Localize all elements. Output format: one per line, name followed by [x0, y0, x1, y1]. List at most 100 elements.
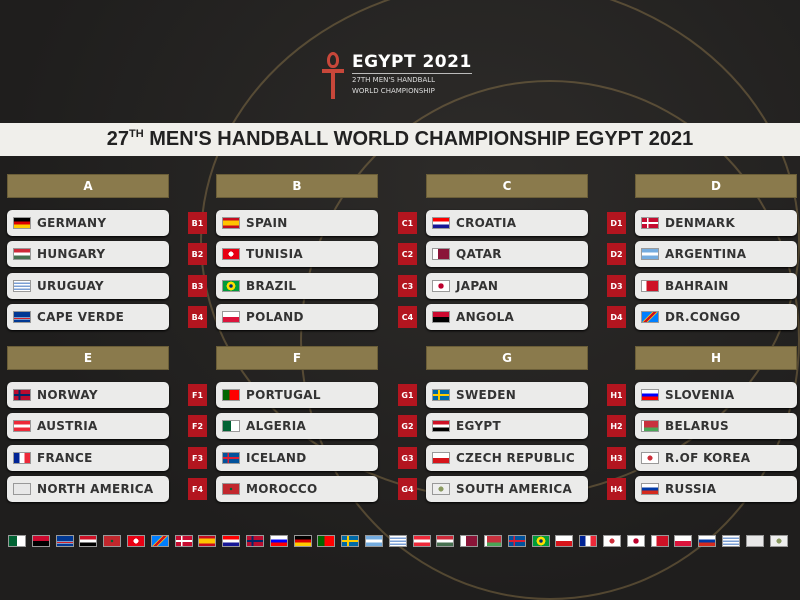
flag-jp-icon — [626, 535, 645, 547]
seed-badge: H3 — [607, 447, 626, 469]
seed-badge: C3 — [398, 275, 417, 297]
decorative-arc — [300, 80, 800, 600]
flag-se-icon — [341, 535, 360, 547]
team-row[interactable]: R.OF KOREA — [635, 445, 797, 471]
team-row[interactable]: NORWAY — [7, 382, 169, 408]
team-row[interactable]: SPAIN — [216, 210, 378, 236]
team-name: JAPAN — [456, 279, 499, 293]
team-name: CROATIA — [456, 216, 517, 230]
flag-is-icon — [507, 535, 526, 547]
team-row[interactable]: SOUTH AMERICA — [426, 476, 588, 502]
team-row[interactable]: HUNGARY — [7, 241, 169, 267]
flag-ru-icon — [641, 483, 659, 495]
team-row[interactable]: TUNISIA — [216, 241, 378, 267]
team-row[interactable]: ANGOLA — [426, 304, 588, 330]
team-name: ARGENTINA — [665, 247, 747, 261]
flag-at-icon — [412, 535, 431, 547]
team-name: URUGUAY — [37, 279, 104, 293]
flag-qa-icon — [460, 535, 479, 547]
seed-badge: H1 — [607, 384, 626, 406]
team-name: POLAND — [246, 310, 304, 324]
team-row[interactable]: MOROCCO — [216, 476, 378, 502]
group-header-c: C — [426, 174, 588, 198]
team-name: AUSTRIA — [37, 419, 98, 433]
flag-dz-icon — [222, 420, 240, 432]
team-row[interactable]: SWEDEN — [426, 382, 588, 408]
team-row[interactable]: NORTH AMERICA — [7, 476, 169, 502]
flag-pl-icon — [674, 535, 693, 547]
seed-badge: F3 — [188, 447, 207, 469]
team-row[interactable]: PORTUGAL — [216, 382, 378, 408]
flag-ma-icon — [103, 535, 122, 547]
flag-qa-icon — [432, 248, 450, 260]
team-row[interactable]: URUGUAY — [7, 273, 169, 299]
flag-eg-icon — [432, 420, 450, 432]
team-name: RUSSIA — [665, 482, 717, 496]
flag-cz-icon — [555, 535, 574, 547]
seed-badge: D4 — [607, 306, 626, 328]
team-name: CZECH REPUBLIC — [456, 451, 575, 465]
team-row[interactable]: GERMANY — [7, 210, 169, 236]
team-name: FRANCE — [37, 451, 93, 465]
team-row[interactable]: CZECH REPUBLIC — [426, 445, 588, 471]
title-number: 27 — [106, 128, 129, 150]
flag-cv-icon — [55, 535, 74, 547]
flag-si-icon — [641, 389, 659, 401]
team-row[interactable]: EGYPT — [426, 413, 588, 439]
flag-pt-icon — [317, 535, 336, 547]
flag-is-icon — [222, 452, 240, 464]
flag-uy-icon — [13, 280, 31, 292]
team-row[interactable]: DR.CONGO — [635, 304, 797, 330]
team-name: SLOVENIA — [665, 388, 735, 402]
team-name: NORWAY — [37, 388, 98, 402]
flag-by-icon — [484, 535, 502, 547]
team-row[interactable]: CAPE VERDE — [7, 304, 169, 330]
flag-nam-icon — [745, 535, 764, 547]
team-row[interactable]: FRANCE — [7, 445, 169, 471]
seed-badge: D1 — [607, 212, 626, 234]
flag-kr-icon — [641, 452, 659, 464]
flag-tn-icon — [127, 535, 145, 547]
event-logo: EGYPT 2021 27TH MEN'S HANDBALL WORLD CHA… — [322, 52, 472, 100]
team-name: ALGERIA — [246, 419, 307, 433]
flag-pl-icon — [222, 311, 240, 323]
flag-ar-icon — [641, 248, 659, 260]
team-row[interactable]: BAHRAIN — [635, 273, 797, 299]
flag-dk-icon — [641, 217, 659, 229]
flag-hr-icon — [222, 535, 241, 547]
flag-hu-icon — [436, 535, 455, 547]
team-row[interactable]: DENMARK — [635, 210, 797, 236]
seed-badge: F2 — [188, 415, 207, 437]
team-row[interactable]: BRAZIL — [216, 273, 378, 299]
title-suffix: TH — [128, 128, 144, 140]
team-row[interactable]: SLOVENIA — [635, 382, 797, 408]
team-name: BAHRAIN — [665, 279, 729, 293]
team-row[interactable]: ICELAND — [216, 445, 378, 471]
team-row[interactable]: JAPAN — [426, 273, 588, 299]
flag-no-icon — [13, 389, 31, 401]
flag-fr-icon — [579, 535, 598, 547]
group-header-d: D — [635, 174, 797, 198]
flag-nam-icon — [13, 483, 31, 495]
flag-ar-icon — [365, 535, 383, 547]
team-row[interactable]: CROATIA — [426, 210, 588, 236]
seed-badge: H4 — [607, 478, 626, 500]
seed-badge: H2 — [607, 415, 626, 437]
flag-dz-icon — [8, 535, 26, 547]
team-row[interactable]: POLAND — [216, 304, 378, 330]
group-header-b: B — [216, 174, 378, 198]
team-name: R.OF KOREA — [665, 451, 751, 465]
team-name: QATAR — [456, 247, 502, 261]
group-header-f: F — [216, 346, 378, 370]
team-row[interactable]: ARGENTINA — [635, 241, 797, 267]
team-row[interactable]: QATAR — [426, 241, 588, 267]
team-row[interactable]: AUSTRIA — [7, 413, 169, 439]
logo-line2: WORLD CHAMPIONSHIP — [352, 87, 435, 95]
flag-bh-icon — [641, 280, 659, 292]
team-row[interactable]: ALGERIA — [216, 413, 378, 439]
team-row[interactable]: RUSSIA — [635, 476, 797, 502]
seed-badge: F1 — [188, 384, 207, 406]
team-row[interactable]: BELARUS — [635, 413, 797, 439]
flag-hu-icon — [13, 248, 31, 260]
team-name: ANGOLA — [456, 310, 515, 324]
